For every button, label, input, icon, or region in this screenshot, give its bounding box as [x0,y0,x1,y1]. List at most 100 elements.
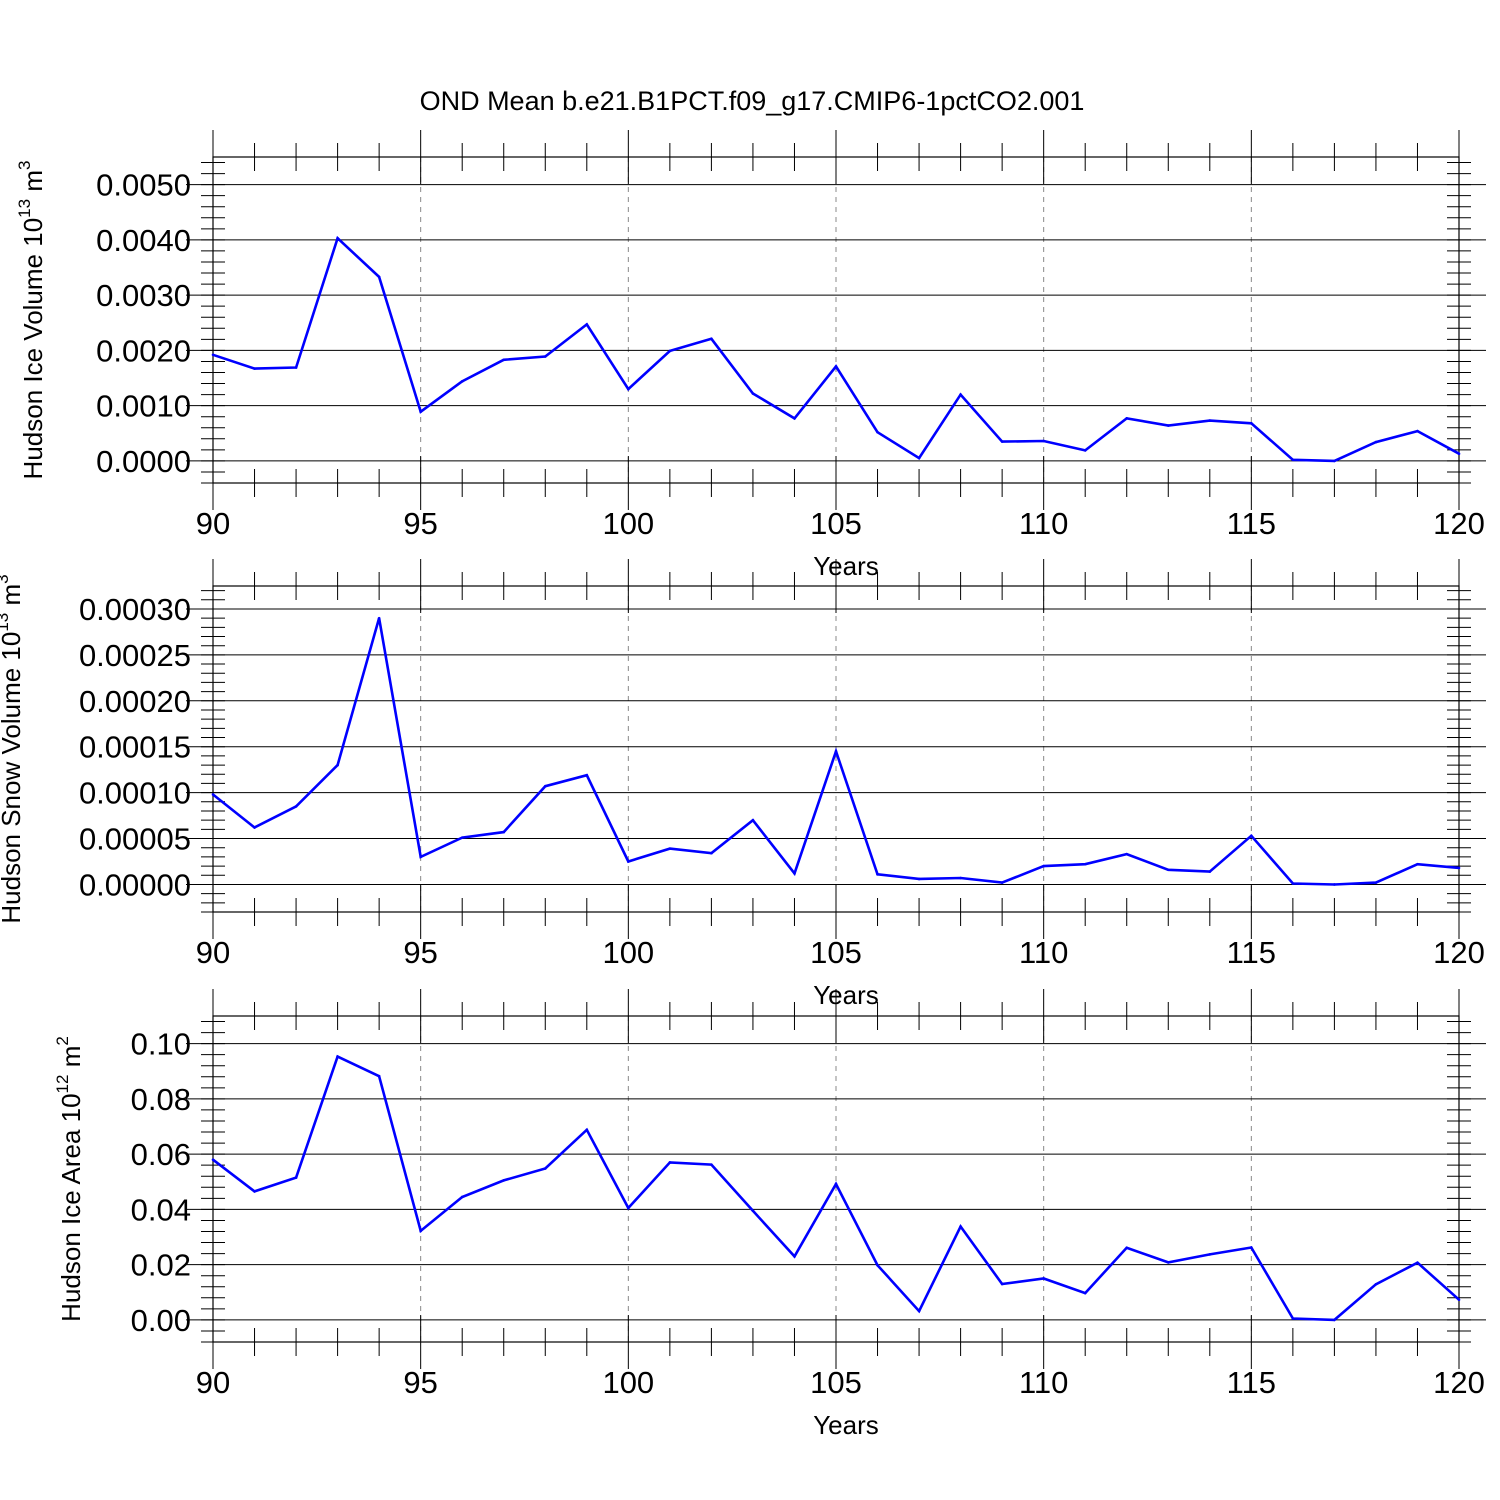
data-point [917,456,921,460]
data-point [543,784,547,788]
data-point [1166,424,1170,427]
data-point [710,851,713,855]
data-point [959,876,962,880]
panel-3: 90 95 100 105 110 115 120 0.00 0.02 0.04 0.06 0.08 0… [53,989,1486,1440]
data-point [419,410,422,414]
y-tick-label: 0.00030 [79,592,191,627]
data-point [1333,1318,1336,1322]
data-point [336,1055,339,1058]
data-point [377,1074,381,1078]
data-point [1457,452,1461,456]
y-tick-label: 0.00025 [79,638,191,673]
y-axis-label: Hudson Ice Area 1012 m2 [53,1036,86,1322]
data-point [294,805,298,808]
x-tick-label: 115 [1227,935,1276,970]
y-tick-label: 0.04 [131,1192,191,1227]
y-axis-label-base: Hudson Ice Area 10 [56,1093,86,1321]
data-point [876,1263,879,1267]
y-tick-label: 0.0050 [96,168,191,203]
data-point [543,355,547,358]
data-point [627,860,630,863]
data-point [876,430,879,434]
y-axis-label-base: Hudson Snow Volume 10 [0,632,26,924]
x-tick-label: 115 [1227,506,1276,541]
x-tick-label: 100 [602,1365,654,1400]
data-point [1125,1246,1129,1250]
y-tick-label: 0.00000 [79,867,191,902]
y-tick-label: 0.0010 [96,389,191,424]
y-axis-label-sup: 13 [15,199,34,218]
data-point [1083,862,1087,866]
data-point [1042,1277,1045,1280]
data-point [460,1195,464,1199]
data-point [627,387,630,391]
data-point [876,873,879,876]
data-point [1208,870,1212,873]
data-point [627,1206,630,1210]
data-point [1042,439,1045,443]
y-tick-label: 0.02 [131,1248,191,1283]
data-point [668,847,672,850]
y-axis-label-sup: 12 [53,1075,72,1094]
data-point [1125,417,1129,420]
data-point [1291,458,1295,462]
y-axis-label: Hudson Snow Volume 1013 m3 [0,574,26,923]
data-point [1083,1291,1087,1295]
y-tick-label: 0.00005 [79,822,191,857]
y-axis-label-unit-sup: 3 [0,574,12,583]
data-point [1166,868,1170,872]
y-axis-label-sup: 13 [0,613,12,632]
data-point [1457,866,1461,870]
data-point [377,275,381,279]
data-point [1374,881,1378,884]
data-point [1457,1298,1461,1302]
y-tick-label: 0.10 [131,1027,191,1062]
x-tick-label: 105 [810,1365,862,1400]
data-point [1416,1261,1419,1265]
data-point [751,392,755,395]
y-tick-label: 0.0000 [96,444,191,479]
data-point [419,1229,422,1233]
x-tick-label: 95 [403,506,437,541]
plot-frame [212,1015,1460,1343]
y-tick-label: 0.00020 [79,684,191,719]
data-point [959,1225,962,1228]
data-point [1125,852,1129,856]
data-point [1333,459,1336,463]
data-point [834,365,838,368]
chart-title: OND Mean b.e21.B1PCT.f09_g17.CMIP6-1pctC… [420,86,1085,116]
y-axis-label-unit: m [56,1046,86,1075]
data-point [1374,440,1378,444]
data-point [543,1167,547,1170]
data-point [460,380,464,383]
data-point [1291,1317,1295,1320]
data-point [1208,1253,1212,1256]
y-tick-label: 0.08 [131,1082,191,1117]
data-point [668,349,672,353]
data-point [1208,419,1212,422]
y-axis-label-unit-sup: 3 [15,161,34,170]
y-tick-label: 0.0030 [96,278,191,313]
data-point [1166,1261,1170,1264]
x-axis-label: Years [813,980,879,1010]
x-tick-label: 120 [1433,1365,1485,1400]
x-tick-label: 110 [1019,1365,1068,1400]
x-tick-label: 90 [196,1365,230,1400]
data-point [1416,862,1419,866]
x-tick-label: 105 [810,506,862,541]
data-point [253,1190,256,1193]
data-point [1416,429,1419,433]
x-tick-label: 95 [403,1365,437,1400]
data-point [1250,422,1253,425]
y-axis-label-unit: m [0,584,26,613]
y-tick-label: 0.00010 [79,776,191,811]
data-point [1250,834,1253,838]
data-point [502,1179,506,1182]
x-tick-label: 100 [602,506,654,541]
panels: 90 95 100 105 110 115 120 0.0000 0.0010 0.0020 0.0… [0,130,1486,1440]
data-point [751,818,755,822]
data-point [253,826,256,829]
x-axis-label: Years [813,551,879,581]
data-point [1000,1282,1004,1286]
